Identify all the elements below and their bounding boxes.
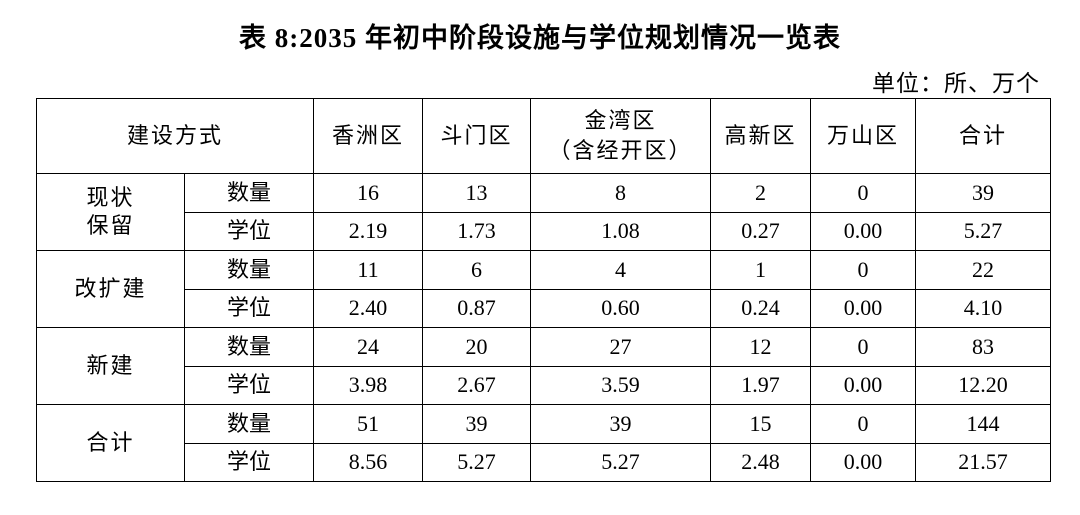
value-cell: 0.27 <box>710 211 812 251</box>
value-cell: 1.08 <box>530 211 712 251</box>
value-cell: 20 <box>422 327 532 367</box>
header-row: 建设方式 香洲区 斗门区 金湾区 （含经开区） 高新区 万山区 合计 <box>35 98 1052 174</box>
value-cell: 22 <box>915 250 1052 290</box>
value-cell: 12 <box>710 327 812 367</box>
value-cell: 8 <box>530 173 712 213</box>
data-row: 现状 保留 数量 16 13 8 2 0 39 <box>36 173 1052 251</box>
metric-label: 学位 <box>183 442 315 482</box>
group-label: 合计 <box>86 430 135 455</box>
group-label: 改扩建 <box>74 276 147 301</box>
header-text: 高新区 <box>724 123 797 148</box>
value-cell: 0.00 <box>810 442 917 482</box>
group-label: 新建 <box>86 353 135 378</box>
value-cell: 2 <box>710 173 812 213</box>
value-cell: 12.20 <box>915 365 1052 405</box>
value-cell: 5.27 <box>530 442 712 482</box>
header-text: 香洲区 <box>332 123 405 148</box>
metric-label: 数量 <box>183 250 315 290</box>
group-label: 现状 <box>86 185 135 210</box>
value-cell: 16 <box>313 173 424 213</box>
value-cell: 144 <box>915 404 1052 444</box>
value-cell: 3.59 <box>530 365 712 405</box>
unit-note: 单位：所、万个 <box>872 71 1040 96</box>
value-cell: 1.73 <box>422 211 532 251</box>
value-cell: 51 <box>313 404 424 444</box>
value-cell: 2.67 <box>422 365 532 405</box>
value-cell: 0 <box>810 173 917 213</box>
metric-label: 数量 <box>183 173 315 213</box>
header-cell: 金湾区 （含经开区） <box>530 98 712 174</box>
header-cell: 建设方式 <box>35 98 315 174</box>
value-cell: 0 <box>810 250 917 290</box>
value-cell: 0.87 <box>422 288 532 328</box>
value-cell: 5.27 <box>915 211 1052 251</box>
value-cell: 27 <box>530 327 712 367</box>
group-label-cell: 现状 保留 <box>36 173 185 251</box>
value-cell: 24 <box>313 327 424 367</box>
header-cell: 香洲区 <box>313 98 424 174</box>
metric-label: 学位 <box>183 288 315 328</box>
header-text: 建设方式 <box>127 123 224 148</box>
value-cell: 13 <box>422 173 532 213</box>
header-text: 合计 <box>959 123 1008 148</box>
value-cell: 1.97 <box>710 365 812 405</box>
group-label-cell: 合计 <box>36 404 185 482</box>
header-cell: 高新区 <box>710 98 812 174</box>
value-cell: 39 <box>530 404 712 444</box>
data-row: 学位 8.56 5.27 5.27 2.48 0.00 21.57 <box>37 442 1052 482</box>
value-cell: 11 <box>313 250 424 290</box>
value-cell: 0 <box>810 404 917 444</box>
value-cell: 6 <box>422 250 532 290</box>
value-cell: 0.00 <box>810 211 917 251</box>
value-cell: 3.98 <box>313 365 424 405</box>
header-cell: 万山区 <box>810 98 917 174</box>
value-cell: 4 <box>530 250 712 290</box>
metric-label: 数量 <box>183 404 315 444</box>
table: 建设方式 香洲区 斗门区 金湾区 （含经开区） 高新区 万山区 合计 现状 保留 数量 16 13 8 2 0… <box>35 98 1052 482</box>
value-cell: 0 <box>810 327 917 367</box>
data-row: 学位 2.19 1.73 1.08 0.27 0.00 5.27 <box>37 211 1052 251</box>
value-cell: 39 <box>915 173 1052 213</box>
value-cell: 21.57 <box>915 442 1052 482</box>
value-cell: 5.27 <box>422 442 532 482</box>
value-cell: 39 <box>422 404 532 444</box>
data-row: 改扩建 数量 11 6 4 1 0 22 <box>36 250 1052 328</box>
metric-label: 学位 <box>183 365 315 405</box>
header-cell: 合计 <box>915 98 1052 174</box>
data-row: 合计 数量 51 39 39 15 0 144 <box>36 404 1052 482</box>
value-cell: 2.19 <box>313 211 424 251</box>
value-cell: 0.00 <box>810 365 917 405</box>
metric-label: 数量 <box>183 327 315 367</box>
value-cell: 0.00 <box>810 288 917 328</box>
value-cell: 2.48 <box>710 442 812 482</box>
data-row: 新建 数量 24 20 27 12 0 83 <box>36 327 1052 405</box>
header-cell: 斗门区 <box>422 98 532 174</box>
header-text: 斗门区 <box>440 123 513 148</box>
value-cell: 8.56 <box>313 442 424 482</box>
value-cell: 0.60 <box>530 288 712 328</box>
data-row: 学位 3.98 2.67 3.59 1.97 0.00 12.20 <box>37 365 1052 405</box>
group-label-cell: 新建 <box>36 327 185 405</box>
value-cell: 15 <box>710 404 812 444</box>
group-label: 保留 <box>86 213 135 238</box>
data-row: 学位 2.40 0.87 0.60 0.24 0.00 4.10 <box>37 288 1052 328</box>
value-cell: 2.40 <box>313 288 424 328</box>
header-text: （含经开区） <box>548 138 693 163</box>
header-text: 金湾区 <box>584 108 657 133</box>
group-label-cell: 改扩建 <box>36 250 185 328</box>
value-cell: 0.24 <box>710 288 812 328</box>
value-cell: 1 <box>710 250 812 290</box>
value-cell: 83 <box>915 327 1052 367</box>
value-cell: 4.10 <box>915 288 1052 328</box>
header-text: 万山区 <box>827 123 900 148</box>
title: 表 8:2035 年初中阶段设施与学位规划情况一览表 <box>239 23 841 53</box>
metric-label: 学位 <box>183 211 315 251</box>
